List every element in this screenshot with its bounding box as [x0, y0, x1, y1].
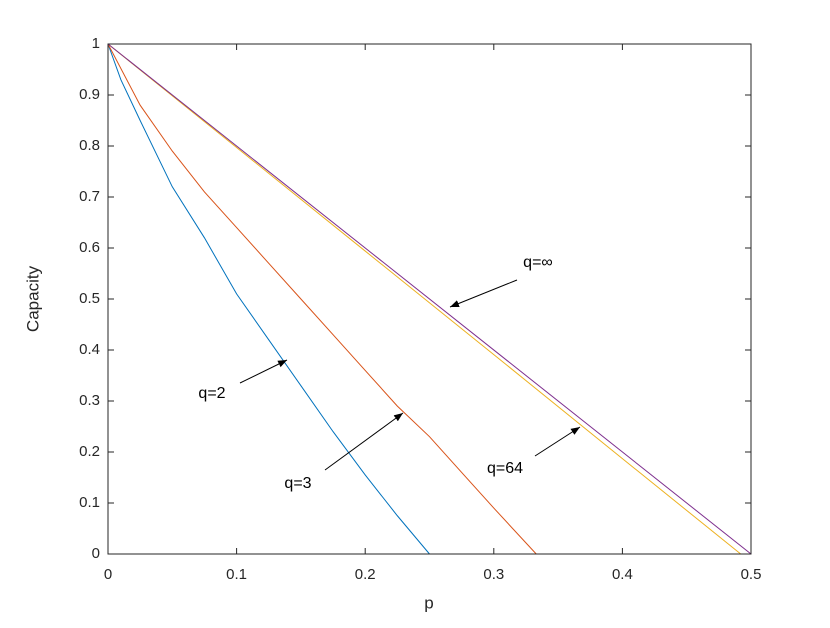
y-tick-label: 0.8	[79, 137, 100, 154]
x-tick-label: 0.3	[483, 566, 504, 583]
x-tick-label: 0.1	[226, 566, 247, 583]
y-tick-label: 0.9	[79, 86, 100, 103]
series-line	[107, 43, 430, 555]
y-tick-label: 1	[92, 35, 100, 52]
annotation: q=∞	[523, 254, 553, 271]
x-tick-label: 0	[104, 566, 112, 583]
arrow	[534, 426, 581, 457]
arrow	[239, 359, 288, 384]
annotation: q=2	[198, 385, 225, 402]
arrow	[449, 279, 518, 308]
y-tick-label: 0.1	[79, 494, 100, 511]
series-line	[107, 43, 742, 555]
annotation: q=64	[487, 460, 523, 477]
y-tick-label: 0.4	[79, 341, 100, 358]
x-axis-label: p	[424, 593, 433, 612]
x-tick-label: 0.4	[612, 566, 633, 583]
y-tick-label: 0.2	[79, 443, 100, 460]
y-tick-label: 0.5	[79, 290, 100, 307]
x-tick-label: 0.5	[741, 566, 762, 583]
annotation: q=3	[284, 475, 311, 492]
series-line	[107, 43, 537, 555]
y-axis-label: Capacity	[23, 265, 42, 332]
y-tick-label: 0.3	[79, 392, 100, 409]
annotations: q=2 q=3 q=64 q=∞	[198, 254, 581, 492]
y-tick-label: 0	[92, 545, 100, 562]
arrow	[324, 412, 404, 471]
y-tick-label: 0.7	[79, 188, 100, 205]
series-line	[107, 43, 752, 555]
x-tick-label: 0.2	[355, 566, 376, 583]
y-tick-label: 0.6	[79, 239, 100, 256]
plot-area	[107, 43, 752, 555]
